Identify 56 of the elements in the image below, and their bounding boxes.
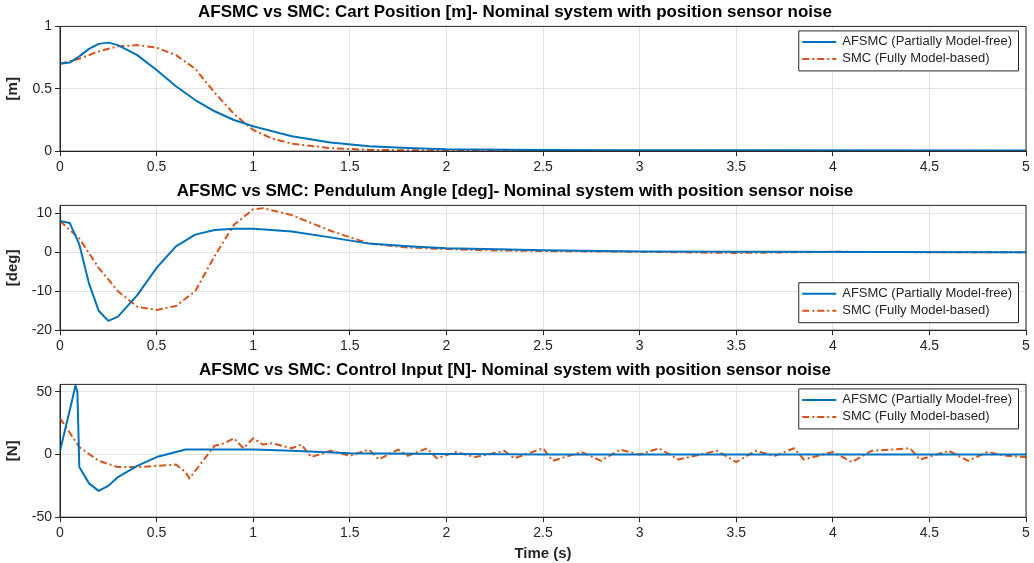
x-tick-label: 4 <box>828 337 837 354</box>
chart-title: AFSMC vs SMC: Pendulum Angle [deg]- Nominal system with position sensor noise <box>176 180 854 200</box>
legend-label: AFSMC (Partially Model-free) <box>842 391 1013 407</box>
x-tick-label: 5 <box>1022 524 1031 541</box>
x-tick-label: 4 <box>828 524 837 541</box>
chart-title: AFSMC vs SMC: Cart Position [m]- Nominal system with position sensor noise <box>198 1 832 21</box>
x-tick-label: 2.5 <box>533 158 553 175</box>
x-tick-label: 2 <box>442 524 451 541</box>
x-tick-label: 2.5 <box>533 524 553 541</box>
x-tick-label: 0 <box>56 524 65 541</box>
x-tick-label: 0 <box>56 337 65 354</box>
chart-title: AFSMC vs SMC: Control Input [N]- Nominal system with position sensor noise <box>199 359 831 379</box>
y-tick-label: 0.5 <box>32 79 53 96</box>
legend-label: SMC (Fully Model-based) <box>842 50 990 66</box>
y-tick-label: -50 <box>31 508 53 525</box>
x-axis-title: Time (s) <box>514 544 572 562</box>
x-tick-label: 2 <box>442 158 451 175</box>
x-tick-label: 3.5 <box>726 337 747 354</box>
y-tick-label: 0 <box>44 243 53 260</box>
x-tick-label: 3.5 <box>726 158 747 175</box>
x-tick-label: 3 <box>635 158 644 175</box>
x-tick-label: 2 <box>442 337 451 354</box>
x-tick-label: 4.5 <box>919 158 940 175</box>
x-tick-label: 4.5 <box>919 524 940 541</box>
y-axis-title: [N] <box>3 440 21 462</box>
y-axis-title: [deg] <box>3 249 21 287</box>
y-tick-label: 1 <box>44 17 53 34</box>
x-tick-label: 1 <box>249 337 258 354</box>
x-tick-label: 0.5 <box>146 524 167 541</box>
legend-label: AFSMC (Partially Model-free) <box>842 33 1013 49</box>
x-tick-label: 0.5 <box>146 337 167 354</box>
y-tick-label: 10 <box>36 204 53 221</box>
y-tick-label: -10 <box>31 282 53 299</box>
x-tick-label: 5 <box>1022 337 1031 354</box>
x-tick-label: 2.5 <box>533 337 553 354</box>
legend-label: AFSMC (Partially Model-free) <box>842 285 1013 301</box>
x-tick-label: 3 <box>635 524 644 541</box>
x-tick-label: 0 <box>56 158 65 175</box>
y-tick-label: 0 <box>44 142 53 159</box>
x-tick-label: 4 <box>828 158 837 175</box>
legend-label: SMC (Fully Model-based) <box>842 408 990 424</box>
x-tick-label: 5 <box>1022 158 1031 175</box>
x-tick-label: 0.5 <box>146 158 167 175</box>
x-tick-label: 4.5 <box>919 337 940 354</box>
x-tick-label: 1 <box>249 158 258 175</box>
y-tick-label: 50 <box>36 382 53 399</box>
x-tick-label: 1.5 <box>340 524 360 541</box>
legend-label: SMC (Fully Model-based) <box>842 302 990 318</box>
x-tick-label: 1 <box>249 524 258 541</box>
y-tick-label: -20 <box>31 321 53 338</box>
x-tick-label: 3.5 <box>726 524 747 541</box>
x-tick-label: 1.5 <box>340 158 360 175</box>
y-axis-title: [m] <box>3 77 21 101</box>
y-tick-label: 0 <box>44 445 53 462</box>
x-tick-label: 3 <box>635 337 644 354</box>
x-tick-label: 1.5 <box>340 337 360 354</box>
